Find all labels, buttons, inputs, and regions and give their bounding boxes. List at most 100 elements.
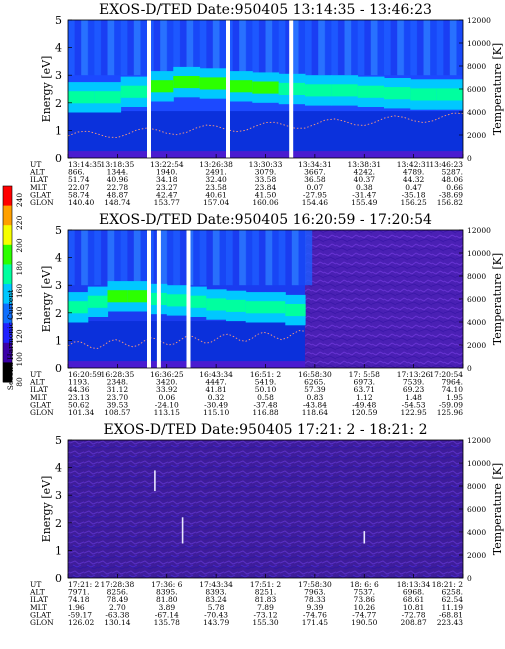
energy-band-core	[186, 295, 207, 308]
spectrogram-column	[351, 20, 359, 76]
energy-band-core	[357, 85, 385, 98]
ephem-cell: 51.74	[68, 175, 90, 184]
energy-band-core	[410, 88, 438, 101]
spectrogram-column	[87, 230, 95, 286]
ephem-row-label: ILAT	[30, 385, 48, 394]
ephem-cell: 13:34:31	[298, 160, 332, 169]
spectrogram-column	[199, 20, 207, 76]
ephem-cell: 148.74	[104, 198, 130, 207]
ephem-cell: 74.18	[68, 595, 90, 604]
spectrogram-column	[94, 230, 102, 286]
energy-band-core	[384, 87, 411, 100]
ephem-cell: 130.14	[104, 618, 130, 627]
ephem-cell: 17:28:38	[101, 580, 135, 589]
y2-tick-label: 8000	[467, 482, 486, 491]
ephem-row-label: ALT	[29, 168, 45, 177]
spectrogram-column	[298, 230, 306, 286]
spectrogram-column	[74, 20, 82, 76]
ephem-cell: -54.53	[402, 400, 426, 409]
ephem-cell: 34.18	[156, 175, 178, 184]
spectrogram-column	[179, 20, 188, 76]
ephem-cell: 13:22:54	[150, 160, 184, 169]
ephem-cell: 2.70	[109, 603, 126, 612]
ephem-cell: 7963.	[304, 588, 325, 597]
ephem-cell: 6265.	[304, 378, 325, 387]
ephem-cell: 18:13:34	[397, 580, 431, 589]
ephem-cell: 2491.	[205, 168, 226, 177]
spectrogram-column	[212, 20, 220, 76]
ephem-cell: 157.04	[203, 198, 229, 207]
energy-band-core	[226, 299, 247, 312]
ephem-cell: 32.40	[205, 175, 227, 184]
y-tick-label: 4	[55, 462, 62, 475]
colorbar-segment	[3, 323, 12, 344]
spectrogram-background	[68, 440, 463, 578]
ephem-cell: 13:46:23	[429, 160, 463, 169]
colorbar-label: Second Harmonic Current	[6, 290, 15, 390]
energy-band-core	[206, 298, 227, 311]
ephem-cell: 8393.	[205, 588, 226, 597]
spectrogram-column	[153, 20, 161, 76]
ephem-cell: 33.58	[255, 175, 277, 184]
ephem-cell: -31.47	[352, 190, 376, 199]
ephem-cell: 58.74	[68, 190, 90, 199]
energy-band-core	[166, 294, 188, 307]
spectrogram-column	[258, 230, 267, 286]
ephem-cell: -73.12	[253, 610, 277, 619]
ephem-cell: 171.45	[302, 618, 328, 627]
ephem-cell: 223.43	[437, 618, 463, 627]
ephem-cell: 160.06	[252, 198, 278, 207]
y2-axis-label: Temperature [K]	[491, 43, 504, 135]
ephem-cell: 140.40	[68, 198, 94, 207]
ephem-cell: 1344.	[107, 168, 128, 177]
colorbar-segment	[3, 186, 12, 207]
colorbar-tick-label: 200	[15, 238, 24, 253]
ephem-row-label: GLAT	[30, 190, 51, 199]
energy-band-core	[120, 85, 148, 98]
data-gap	[186, 230, 191, 368]
y2-tick-label: 12000	[467, 436, 491, 445]
spectrogram-column	[179, 230, 188, 286]
spectrogram-column	[74, 230, 82, 286]
spectrogram-column	[226, 230, 234, 286]
spectrogram	[68, 440, 463, 578]
y2-tick-label: 2000	[467, 131, 486, 140]
ephem-cell: 1940.	[156, 168, 177, 177]
spectrogram-column	[272, 20, 280, 76]
energy-band-core	[173, 76, 201, 89]
y2-tick-label: 12000	[467, 16, 491, 25]
ephem-row-label: ALT	[29, 378, 45, 387]
ephem-cell: 13:14:35	[68, 160, 102, 169]
colorbar-tick-label: 160	[15, 284, 24, 299]
ephem-cell: 17:58:30	[298, 580, 332, 589]
data-gap	[147, 230, 151, 368]
y-axis-label: Energy [eV]	[40, 476, 53, 543]
ephem-cell: 9.39	[307, 603, 324, 612]
ephem-cell: 13:18:35	[101, 160, 135, 169]
data-gap	[289, 20, 294, 158]
ephem-cell: 50.62	[68, 400, 90, 409]
y-tick-label: 4	[55, 252, 62, 265]
ephem-cell: 22.78	[107, 183, 129, 192]
ephem-row-label: MLT	[30, 183, 47, 192]
y2-tick-label: 0	[467, 574, 472, 583]
colorbar-segment	[3, 303, 12, 324]
colorbar-segment	[3, 342, 12, 363]
ephem-cell: 42.47	[156, 190, 178, 199]
ephem-cell: -74.76	[303, 610, 327, 619]
ephem-cell: 155.30	[252, 618, 278, 627]
y2-tick-label: 10000	[467, 249, 491, 258]
ephem-row-label: GLON	[30, 618, 54, 627]
ephem-cell: 126.02	[68, 618, 94, 627]
ephem-row-label: MLT	[30, 393, 47, 402]
ephem-cell: 22.07	[68, 183, 90, 192]
spectrogram-column	[278, 230, 286, 286]
spectrogram-column	[324, 20, 332, 76]
ephem-cell: 0.83	[307, 393, 324, 402]
ephem-cell: 40.37	[354, 175, 376, 184]
y2-tick-label: 2000	[467, 551, 486, 560]
spectrogram-column	[258, 20, 267, 76]
ephem-cell: 0.07	[307, 183, 324, 192]
energy-band-core	[245, 301, 266, 314]
ephem-row-label: UT	[30, 580, 41, 589]
